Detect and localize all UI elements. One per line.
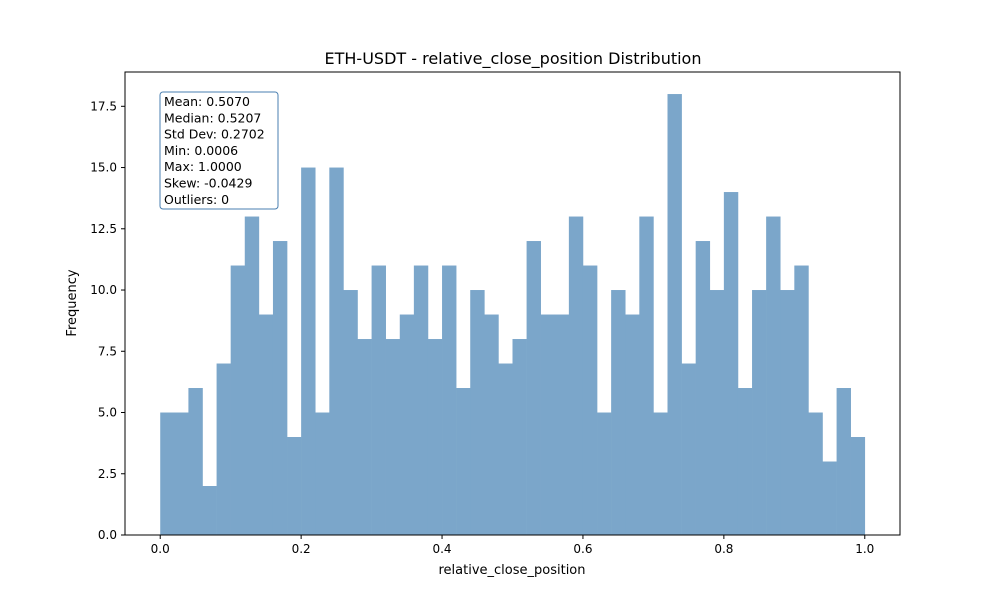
x-tick-label: 0.0: [151, 542, 170, 556]
histogram-bar: [653, 412, 668, 535]
histogram-bar: [766, 216, 781, 535]
bars-group: [160, 94, 866, 536]
histogram-bar: [709, 290, 725, 535]
x-tick-label: 0.4: [432, 542, 451, 556]
histogram-bar: [244, 216, 260, 535]
histogram-bar: [836, 388, 851, 535]
chart-title: ETH-USDT - relative_close_position Distr…: [325, 49, 702, 69]
stats-line: Skew: -0.0429: [164, 176, 252, 191]
histogram-bar: [160, 412, 175, 535]
y-tick-label: 15.0: [90, 161, 117, 175]
histogram-bar: [639, 216, 654, 535]
stats-box-frame: [159, 91, 279, 210]
x-tick-label: 1.0: [855, 542, 874, 556]
histogram-bar: [385, 339, 401, 535]
histogram-bar: [512, 339, 527, 535]
histogram-bar: [681, 363, 696, 535]
y-tick-label: 17.5: [90, 99, 117, 113]
histogram-bar: [526, 241, 541, 536]
plot-frame: [124, 71, 901, 536]
histogram-bar: [216, 363, 231, 535]
histogram-bar: [780, 290, 795, 535]
histogram-bar: [794, 265, 809, 535]
stats-line: Min: 0.0006: [164, 143, 238, 158]
histogram-bar: [301, 167, 316, 536]
x-axis-label: relative_close_position: [438, 563, 585, 578]
histogram-bar: [737, 388, 753, 535]
y-tick-label: 5.0: [98, 406, 117, 420]
histogram-bar: [611, 290, 626, 535]
histogram-bar: [413, 265, 429, 535]
stats-line: Outliers: 0: [164, 192, 229, 207]
histogram-bar: [695, 241, 711, 536]
y-tick-label: 10.0: [90, 283, 117, 297]
histogram-bar: [568, 216, 584, 535]
histogram-bar: [554, 314, 570, 535]
histogram-bar: [822, 461, 837, 535]
histogram-bar: [371, 265, 386, 535]
x-tick-label: 0.8: [714, 542, 733, 556]
histogram-bar: [808, 412, 823, 535]
stats-line: Median: 0.5207: [164, 110, 261, 125]
histogram-bar: [202, 486, 217, 535]
histogram-bar: [625, 314, 640, 535]
histogram-bar: [752, 290, 767, 535]
y-tick-label: 0.0: [98, 528, 117, 542]
x-tick-label: 0.2: [292, 542, 311, 556]
histogram-bar: [456, 388, 471, 535]
histogram-bar: [329, 167, 344, 536]
histogram-bar: [427, 339, 443, 535]
histogram-bar: [315, 412, 330, 535]
histogram-bar: [597, 412, 612, 535]
histogram-bar: [399, 314, 415, 535]
histogram-bar: [850, 437, 866, 535]
histogram-bar: [723, 192, 739, 535]
y-axis-ticks: 0.0 2.5 5.0 7.5 10.0 12.5 15.0 17.5: [90, 99, 125, 542]
y-tick-label: 2.5: [98, 467, 117, 481]
histogram-bar: [540, 314, 556, 535]
histogram-bar: [287, 437, 302, 535]
histogram-bar: [258, 314, 274, 535]
histogram-bar: [343, 290, 358, 535]
histogram-bar: [272, 241, 288, 536]
histogram-bar: [174, 412, 189, 535]
histogram-bar: [357, 339, 372, 535]
histogram-bar: [188, 388, 203, 535]
x-axis-ticks: 0.0 0.2 0.4 0.6 0.8 1.0: [151, 535, 874, 556]
histogram-bar: [582, 265, 598, 535]
y-tick-label: 7.5: [98, 344, 117, 358]
stats-line: Std Dev: 0.2702: [164, 127, 265, 142]
stats-line: Mean: 0.5070: [164, 94, 250, 109]
y-tick-label: 12.5: [90, 222, 117, 236]
histogram-bar: [442, 265, 457, 535]
y-axis-label: Frequency: [65, 269, 80, 336]
histogram-bar: [498, 363, 513, 535]
histogram-bar: [484, 314, 499, 535]
histogram-bar: [470, 290, 485, 535]
stats-line: Max: 1.0000: [164, 159, 242, 174]
histogram-bar: [230, 265, 246, 535]
histogram-bar: [667, 94, 682, 536]
x-tick-label: 0.6: [573, 542, 592, 556]
